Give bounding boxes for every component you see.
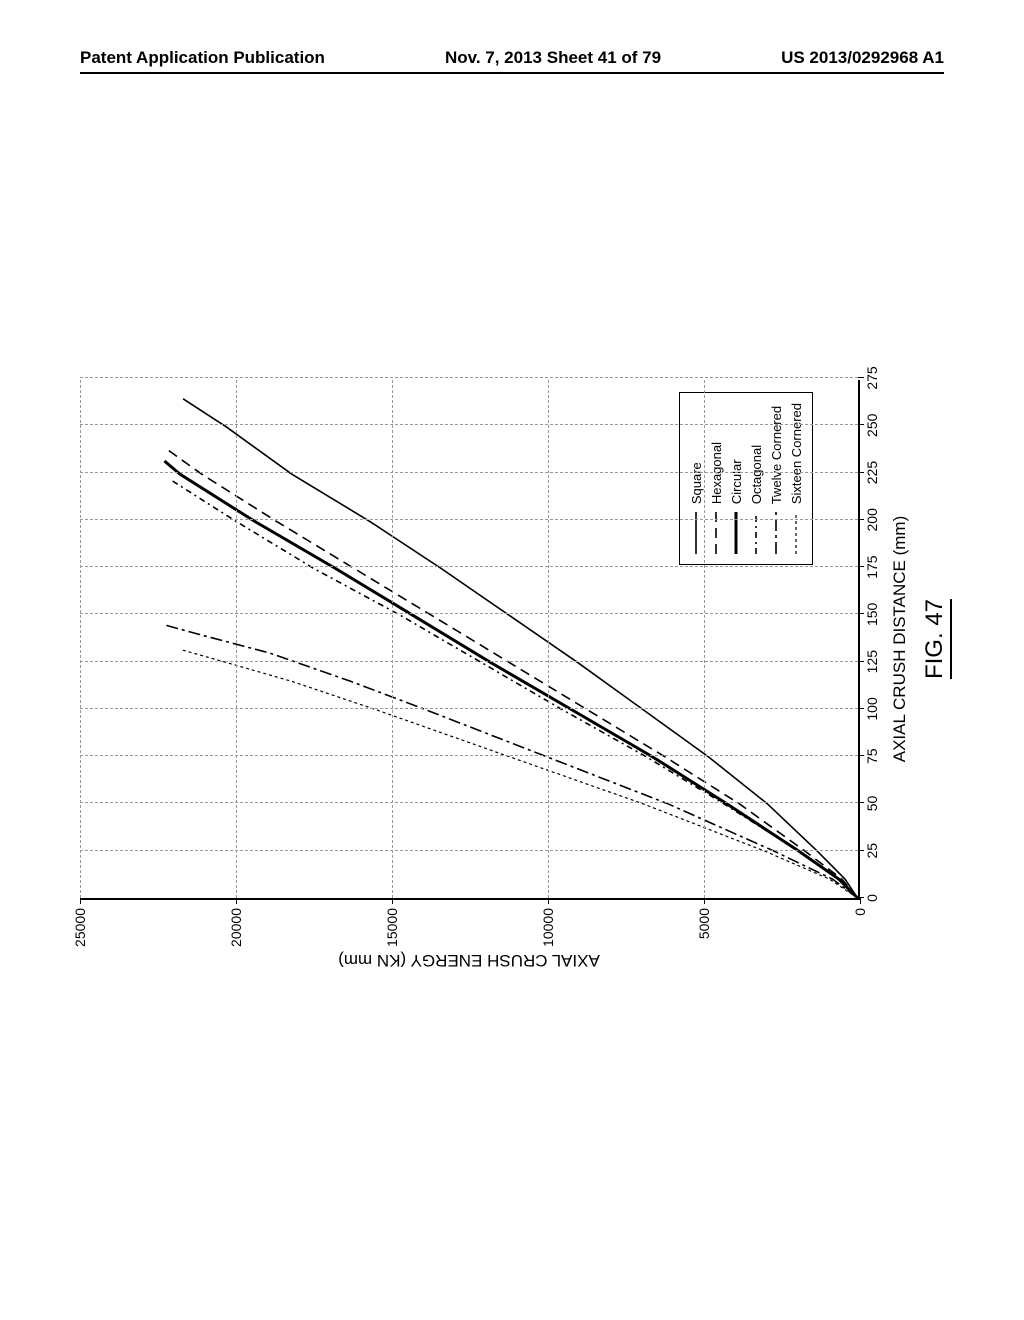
y-tick-label: 10000 <box>540 908 556 947</box>
gridline-vertical <box>80 377 858 378</box>
series-line <box>164 625 857 898</box>
legend-label: Twelve Cornered <box>769 406 784 504</box>
x-tick-label: 25 <box>864 843 880 859</box>
figure-rotated-container: Square Hexagonal Circular Octagonal Twelve C… <box>40 340 960 980</box>
x-tick-label: 175 <box>864 555 880 578</box>
plot-area: Square Hexagonal Circular Octagonal Twelve C… <box>80 380 860 900</box>
gridline-horizontal <box>548 380 549 898</box>
header-center: Nov. 7, 2013 Sheet 41 of 79 <box>445 48 661 68</box>
y-tick-mark <box>548 898 549 904</box>
legend-row: Twelve Cornered <box>766 403 786 554</box>
x-tick-label: 75 <box>864 748 880 764</box>
x-tick-label: 100 <box>864 697 880 720</box>
y-tick-mark <box>80 898 81 904</box>
gridline-horizontal <box>80 380 81 898</box>
x-tick-label: 200 <box>864 508 880 531</box>
gridline-vertical <box>80 613 858 614</box>
patent-header: Patent Application Publication Nov. 7, 2… <box>80 48 944 68</box>
x-tick-label: 0 <box>864 894 880 902</box>
figure-caption: FIG. 47 <box>921 599 952 679</box>
gridline-horizontal <box>392 380 393 898</box>
legend-row: Sixteen Cornered <box>786 403 806 554</box>
y-tick-label: 25000 <box>72 908 88 947</box>
y-tick-mark <box>236 898 237 904</box>
gridline-vertical <box>80 661 858 662</box>
x-axis-label: AXIAL CRUSH DISTANCE (mm) <box>890 516 910 763</box>
y-tick-mark <box>392 898 393 904</box>
gridline-vertical <box>80 708 858 709</box>
legend-label: Octagonal <box>749 445 764 504</box>
legend-label: Hexagonal <box>709 442 724 504</box>
x-tick-label: 125 <box>864 650 880 673</box>
legend-row: Circular <box>726 403 746 554</box>
y-tick-label: 0 <box>852 908 868 916</box>
gridline-vertical <box>80 802 858 803</box>
header-right: US 2013/0292968 A1 <box>781 48 944 68</box>
gridline-vertical <box>80 566 858 567</box>
legend-row: Octagonal <box>746 403 766 554</box>
x-tick-label: 250 <box>864 414 880 437</box>
gridline-vertical <box>80 850 858 851</box>
y-tick-label: 15000 <box>384 908 400 947</box>
y-tick-label: 5000 <box>696 908 712 939</box>
y-tick-mark <box>860 898 861 904</box>
x-tick-label: 50 <box>864 796 880 812</box>
y-tick-mark <box>704 898 705 904</box>
gridline-horizontal <box>704 380 705 898</box>
gridline-vertical <box>80 472 858 473</box>
series-line <box>180 649 858 898</box>
legend-row: Hexagonal <box>706 403 726 554</box>
header-left: Patent Application Publication <box>80 48 325 68</box>
gridline-horizontal <box>236 380 237 898</box>
x-tick-label: 225 <box>864 461 880 484</box>
legend-label: Sixteen Cornered <box>789 403 804 504</box>
y-axis-label: AXIAL CRUSH ENERGY (KN mm) <box>338 950 600 970</box>
y-tick-label: 20000 <box>228 908 244 947</box>
chart-container: Square Hexagonal Circular Octagonal Twelve C… <box>40 340 960 980</box>
x-tick-label: 150 <box>864 603 880 626</box>
gridline-vertical <box>80 424 858 425</box>
x-tick-label: 275 <box>864 366 880 389</box>
legend-box: Square Hexagonal Circular Octagonal Twelve C… <box>679 392 813 565</box>
header-underline <box>80 72 944 74</box>
gridline-vertical <box>80 519 858 520</box>
legend-label: Square <box>689 462 704 504</box>
gridline-vertical <box>80 755 858 756</box>
legend-label: Circular <box>729 459 744 504</box>
legend-row: Square <box>686 403 706 554</box>
